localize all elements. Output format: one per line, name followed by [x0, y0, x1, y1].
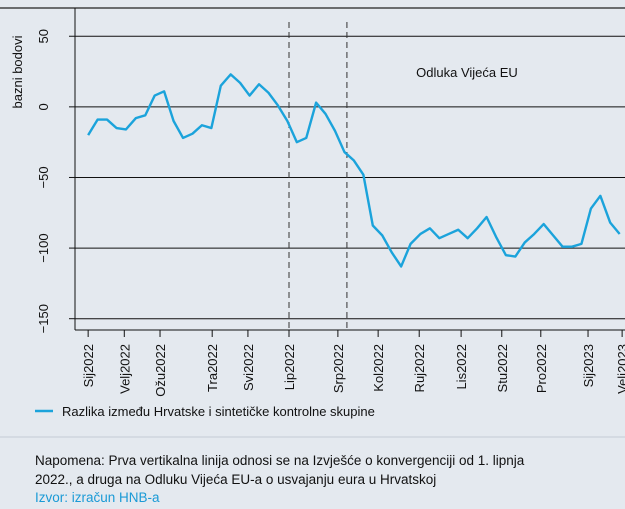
x-tick-label: Ruj2022 — [412, 344, 427, 392]
x-tick-label: Sij2023 — [581, 344, 596, 387]
x-tick-label: Lip2022 — [282, 344, 297, 390]
x-tick-label: Pro2022 — [534, 344, 549, 393]
x-tick-label: Velj2022 — [117, 344, 132, 394]
note-line: 2022., a druga na Odluku Vijeća EU-a o u… — [35, 472, 436, 487]
x-tick-label: Lis2022 — [454, 344, 469, 390]
annotation: Odluka Vijeća EU — [416, 65, 518, 80]
x-tick-label: Stu2022 — [495, 344, 510, 392]
x-tick-label: Svi2022 — [241, 344, 256, 391]
y-tick-label: 50 — [36, 29, 51, 43]
y-tick-label: 0 — [36, 103, 51, 110]
x-tick-label: Sij2022 — [81, 344, 96, 387]
x-tick-label: Tra2022 — [205, 344, 220, 392]
x-tick-label: Srp2022 — [331, 344, 346, 393]
legend-label: Razlika između Hrvatske i sintetičke kon… — [62, 404, 375, 419]
data-line — [87, 73, 621, 268]
y-tick-label: −50 — [36, 166, 51, 188]
x-tick-label: Kol2022 — [371, 344, 386, 392]
source: Izvor: izračun HNB-a — [35, 490, 160, 505]
y-tick-label: −150 — [36, 304, 51, 333]
x-tick-label: Velj2023 — [615, 344, 625, 394]
note-line: Napomena: Prva vertikalna linija odnosi … — [35, 453, 525, 468]
x-tick-label: Ožu2022 — [153, 344, 168, 397]
y-axis-label: bazni bodovi — [10, 35, 25, 108]
y-tick-label: −100 — [36, 233, 51, 262]
